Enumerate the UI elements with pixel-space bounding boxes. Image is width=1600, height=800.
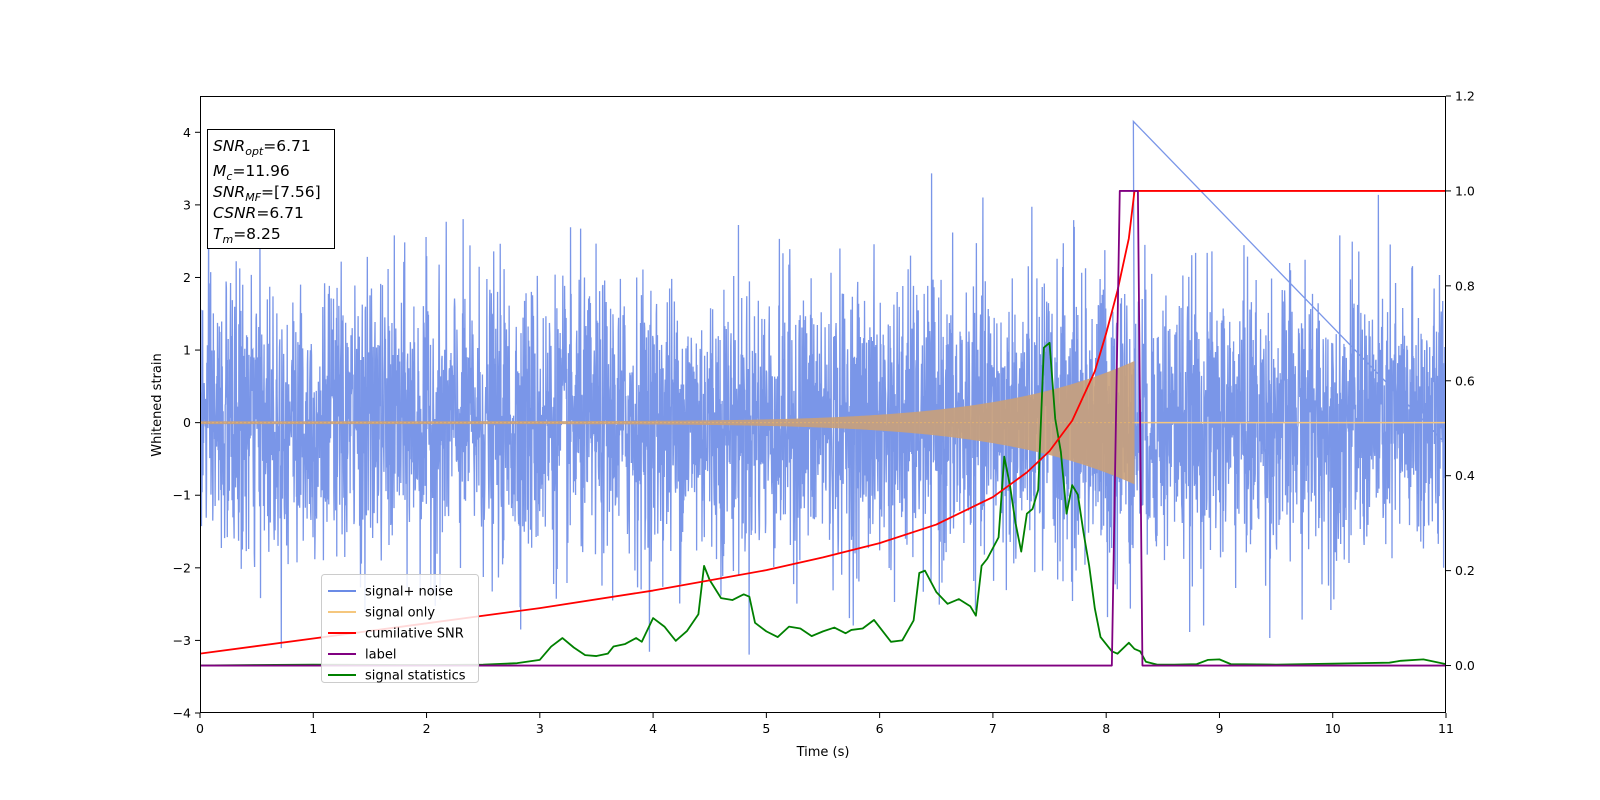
x-tick-label: 1 [309, 721, 317, 736]
y2-tick-label: 0.8 [1455, 278, 1475, 293]
info-line-symbol: CSNR [213, 204, 256, 222]
y2-tick-label: 1.0 [1455, 183, 1475, 198]
info-line-subscript: c [226, 170, 232, 183]
y2-tick-label: 0.6 [1455, 373, 1475, 388]
y2-tick-label: 0.2 [1455, 563, 1475, 578]
y-tick-label: 1 [183, 343, 191, 358]
info-line-value: =11.96 [232, 162, 289, 180]
legend-label: label [365, 648, 396, 663]
legend-label: signal statistics [365, 669, 466, 684]
x-tick-label: 10 [1325, 721, 1341, 736]
info-line: SNRMF=[7.56] [213, 183, 321, 204]
y2-tick-label: 1.2 [1455, 89, 1475, 104]
plot-frame [200, 96, 1446, 713]
y-tick-label: 0 [183, 415, 191, 430]
legend-frame [321, 574, 479, 683]
y2-tick-label: 0.0 [1455, 658, 1475, 673]
info-line: CSNR=6.71 [213, 204, 304, 222]
info-line-subscript: opt [245, 145, 264, 158]
legend-label: signal only [365, 606, 435, 621]
info-line-value: =8.25 [233, 225, 281, 243]
series-label [200, 190, 1446, 667]
info-line-symbol: SNR [213, 183, 245, 201]
x-axis-label: Time (s) [796, 745, 850, 760]
x-tick-label: 9 [1215, 721, 1223, 736]
legend-label: signal+ noise [365, 585, 453, 600]
info-line: Mc=11.96 [213, 162, 290, 183]
info-line-value: =6.71 [263, 137, 311, 155]
x-tick-label: 0 [196, 721, 204, 736]
x-tick-label: 3 [536, 721, 544, 736]
info-line-subscript: m [222, 233, 233, 246]
x-tick-label: 4 [649, 721, 657, 736]
legend-label: cumilative SNR [365, 627, 464, 642]
info-line: SNRopt=6.71 [213, 137, 311, 158]
series-signal-statistics [200, 341, 1446, 667]
x-tick-label: 2 [423, 721, 431, 736]
x-tick-label: 6 [876, 721, 884, 736]
legend: signal+ noise signal only cumilative SNR la… [321, 574, 479, 684]
y-axis-label: Whitened strain [150, 353, 165, 456]
y-tick-label: 3 [183, 197, 191, 212]
plot-area [200, 119, 1446, 667]
info-line-value: =[7.56] [261, 183, 321, 201]
info-line-symbol: SNR [213, 137, 245, 155]
info-box: SNRopt=6.71Mc=11.96SNRMF=[7.56]CSNR=6.71… [207, 129, 335, 249]
axes: 0 1 2 3 4 5 6 7 8 9 10 11 −4 −3 −2 −1 0 1 2 3 4 0.0 0.2 0.4 0.6 0… [173, 89, 1475, 737]
x-tick-label: 11 [1438, 721, 1454, 736]
series-signal-only-envelope [200, 360, 1135, 485]
y-tick-label: 2 [183, 270, 191, 285]
info-box-frame [207, 129, 335, 249]
y-tick-label: 4 [183, 125, 191, 140]
x-tick-label: 7 [989, 721, 997, 736]
series-signal-noise [200, 119, 1446, 655]
info-line-symbol: M [213, 162, 226, 180]
y-tick-label: −1 [173, 488, 191, 503]
info-line: Tm=8.25 [213, 225, 281, 246]
info-line-value: =6.71 [256, 204, 304, 222]
x-tick-label: 5 [762, 721, 770, 736]
y-tick-label: −2 [173, 560, 191, 575]
info-line-subscript: MF [245, 191, 261, 204]
info-line-symbol: T [213, 225, 224, 243]
y-tick-label: −4 [173, 706, 191, 721]
y-tick-label: −3 [173, 633, 191, 648]
x-tick-label: 8 [1102, 721, 1110, 736]
y2-tick-label: 0.4 [1455, 468, 1475, 483]
